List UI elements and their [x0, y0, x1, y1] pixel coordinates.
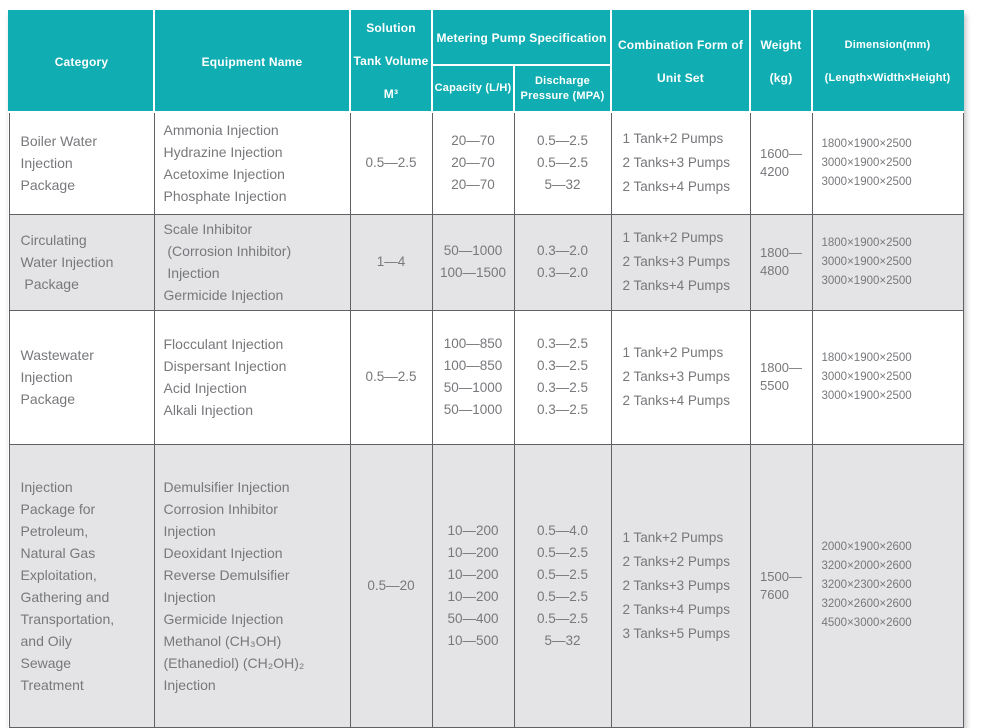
- equipment-spec-table: Category Equipment Name Solution Tank Vo…: [8, 9, 964, 728]
- cell-combination-form: 1 Tank+2 Pumps 2 Tanks+2 Pumps 2 Tanks+3…: [610, 443, 751, 728]
- table-row: Boiler Water Injection Package Ammonia I…: [8, 111, 964, 215]
- cell-tank-volume: 0.5—2.5: [349, 111, 433, 215]
- cell-discharge-pressure: 0.5—4.0 0.5—2.5 0.5—2.5 0.5—2.5 0.5—2.5 …: [513, 443, 612, 728]
- cell-equipment-name: Demulsifier Injection Corrosion Inhibito…: [153, 443, 351, 728]
- cell-equipment-name: Ammonia Injection Hydrazine Injection Ac…: [153, 111, 351, 215]
- cell-category: Wastewater Injection Package: [8, 309, 155, 445]
- header-category: Category: [8, 10, 155, 113]
- cell-tank-volume: 0.5—2.5: [349, 309, 433, 445]
- cell-capacity: 100—850 100—850 50—1000 50—1000: [431, 309, 515, 445]
- cell-discharge-pressure: 0.3—2.5 0.3—2.5 0.3—2.5 0.3—2.5: [513, 309, 612, 445]
- table-header: Category Equipment Name Solution Tank Vo…: [8, 9, 964, 113]
- cell-dimensions: 1800×1900×2500 3000×1900×2500 3000×1900×…: [811, 213, 964, 311]
- cell-weight: 1500— 7600: [749, 443, 813, 728]
- header-combination-form: Combination Form of Unit Set: [610, 10, 751, 113]
- table-row: Wastewater Injection Package Flocculant …: [8, 309, 964, 445]
- table-body: Boiler Water Injection Package Ammonia I…: [8, 111, 964, 728]
- cell-discharge-pressure: 0.3—2.0 0.3—2.0: [513, 213, 612, 311]
- table-row: Injection Package for Petroleum, Natural…: [8, 443, 964, 728]
- cell-equipment-name: Scale Inhibitor (Corrosion Inhibitor) In…: [153, 213, 351, 311]
- header-metering-pump-spec: Metering Pump Specification: [431, 9, 612, 67]
- header-dimension: Dimension(mm) (Length×Width×Height): [811, 10, 964, 113]
- cell-capacity: 10—200 10—200 10—200 10—200 50—400 10—50…: [431, 443, 515, 728]
- cell-combination-form: 1 Tank+2 Pumps 2 Tanks+3 Pumps 2 Tanks+4…: [610, 213, 751, 311]
- cell-capacity: 50—1000 100—1500: [431, 213, 515, 311]
- table-row: Circulating Water Injection Package Scal…: [8, 213, 964, 311]
- cell-dimensions: 2000×1900×2600 3200×2000×2600 3200×2300×…: [811, 443, 964, 728]
- cell-capacity: 20—70 20—70 20—70: [431, 111, 515, 215]
- cell-weight: 1600— 4200: [749, 111, 813, 215]
- cell-equipment-name: Flocculant Injection Dispersant Injectio…: [153, 309, 351, 445]
- header-equipment-name: Equipment Name: [153, 10, 351, 113]
- cell-tank-volume: 0.5—20: [349, 443, 433, 728]
- header-capacity: Capacity (L/H): [431, 64, 515, 113]
- header-weight: Weight (kg): [749, 10, 813, 113]
- cell-discharge-pressure: 0.5—2.5 0.5—2.5 5—32: [513, 111, 612, 215]
- cell-tank-volume: 1—4: [349, 213, 433, 311]
- cell-category: Boiler Water Injection Package: [8, 111, 155, 215]
- cell-weight: 1800— 4800: [749, 213, 813, 311]
- cell-combination-form: 1 Tank+2 Pumps 2 Tanks+3 Pumps 2 Tanks+4…: [610, 309, 751, 445]
- cell-weight: 1800— 5500: [749, 309, 813, 445]
- cell-category: Circulating Water Injection Package: [8, 213, 155, 311]
- cell-dimensions: 1800×1900×2500 3000×1900×2500 3000×1900×…: [811, 309, 964, 445]
- cell-combination-form: 1 Tank+2 Pumps 2 Tanks+3 Pumps 2 Tanks+4…: [610, 111, 751, 215]
- cell-category: Injection Package for Petroleum, Natural…: [8, 443, 155, 728]
- header-solution-tank-volume: Solution Tank Volume M³: [349, 10, 433, 113]
- header-discharge-pressure: Discharge Pressure (MPA): [513, 64, 612, 113]
- cell-dimensions: 1800×1900×2500 3000×1900×2500 3000×1900×…: [811, 111, 964, 215]
